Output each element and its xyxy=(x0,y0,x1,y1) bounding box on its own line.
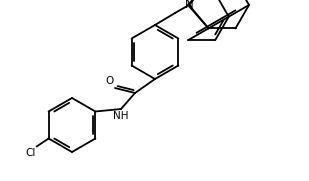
Text: N: N xyxy=(184,0,193,12)
Text: Cl: Cl xyxy=(25,148,36,157)
Text: O: O xyxy=(106,76,114,86)
Text: NH: NH xyxy=(113,111,129,121)
